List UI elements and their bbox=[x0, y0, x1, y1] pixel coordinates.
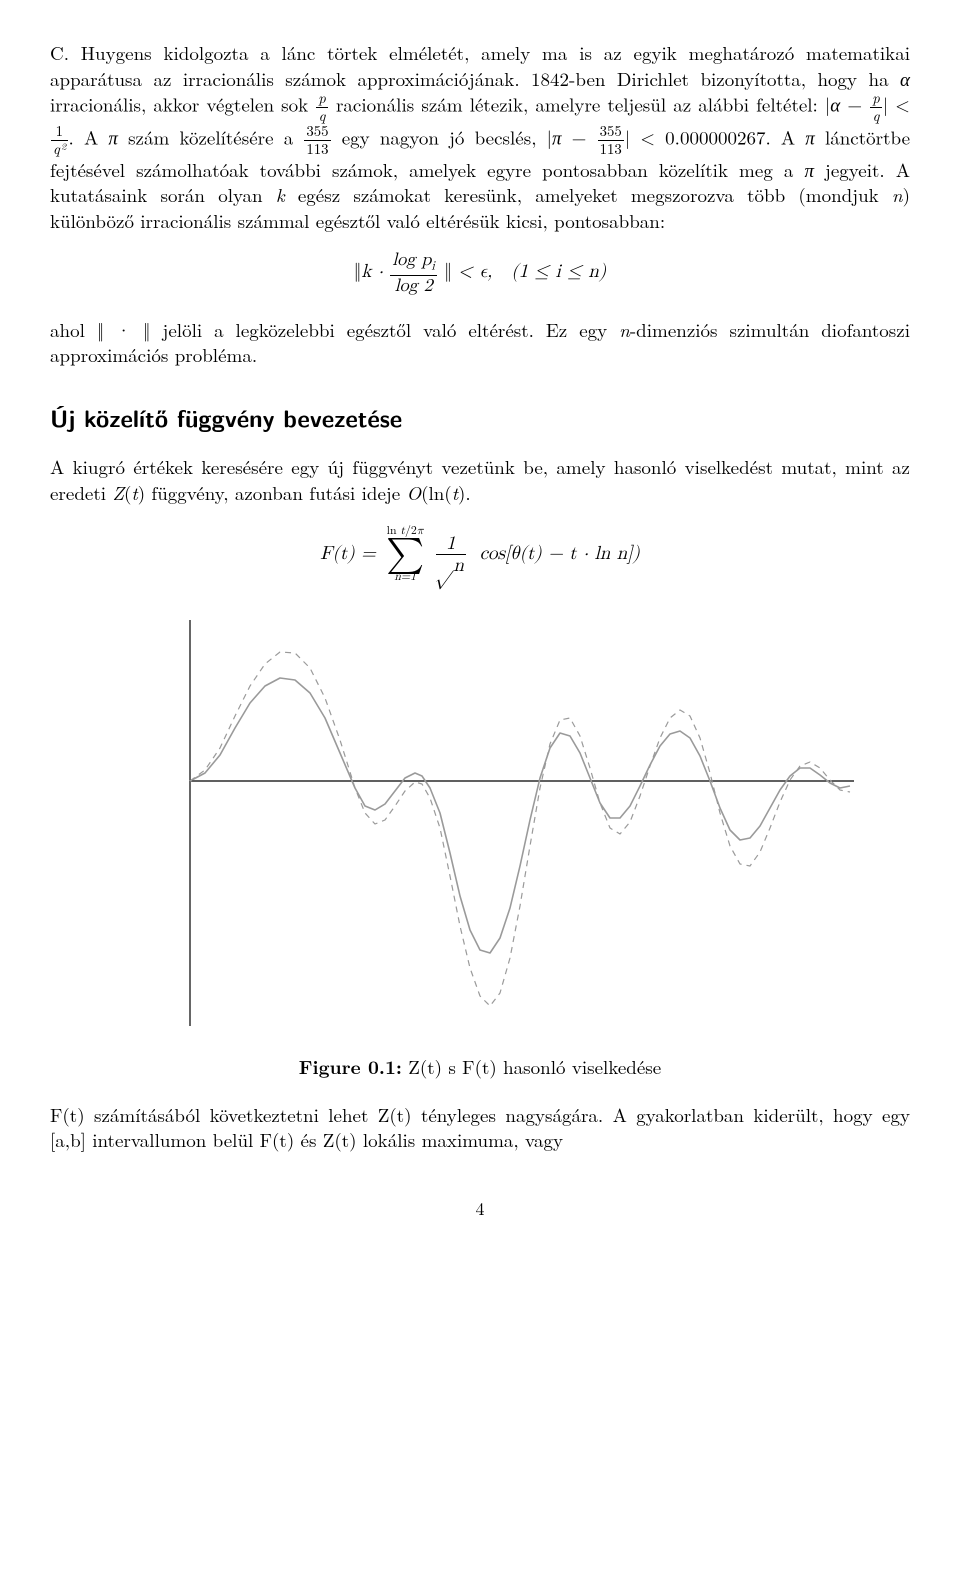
text: ). bbox=[458, 479, 471, 506]
figure-caption: Figure 0.1: Z(t) s F(t) hasonló viselked… bbox=[50, 1054, 910, 1080]
fraction-p-over-q: pq bbox=[316, 91, 328, 124]
O: O bbox=[406, 479, 421, 506]
text: − bbox=[840, 91, 869, 118]
alpha: α bbox=[900, 65, 910, 92]
paragraph-3: A kiugró értékek keresésére egy új függv… bbox=[50, 454, 910, 505]
text: C. Huygens kidolgozta a lánc törtek elmé… bbox=[50, 39, 910, 92]
fraction-1-over-qsq: 1q² bbox=[51, 124, 68, 157]
text: | < 0.000000267. A bbox=[625, 123, 805, 150]
text: egész számokat keresünk, amelyeket megsz… bbox=[285, 181, 892, 208]
paragraph-2: ahol ‖ · ‖ jelöli a legközelebbi egésztő… bbox=[50, 317, 910, 368]
figure-caption-text: Z(t) s F(t) hasonló viselkedése bbox=[402, 1053, 661, 1080]
page-number: 4 bbox=[50, 1197, 910, 1221]
figure-label: Figure 0.1: bbox=[299, 1052, 402, 1080]
text: szám közelítésére a bbox=[118, 123, 303, 150]
n: n bbox=[619, 316, 630, 343]
formula-norm-inequality: ‖k · log pi log 2 ‖ < ϵ, (1 ≤ i ≤ n) bbox=[50, 251, 910, 294]
text: − bbox=[561, 123, 596, 150]
Z: Z bbox=[112, 479, 124, 506]
section-heading: Új közelítő függvény bevezetése bbox=[50, 402, 910, 434]
pi: π bbox=[804, 156, 814, 183]
fraction-p-over-q: pq bbox=[870, 91, 882, 124]
paragraph-4: F(t) számításából következtetni lehet Z(… bbox=[50, 1102, 910, 1153]
text: | < bbox=[883, 91, 910, 118]
text: . A bbox=[69, 123, 109, 150]
text: egy nagyon jó becslés, | bbox=[332, 123, 552, 150]
fraction-355-113: 355113 bbox=[598, 124, 624, 157]
pi: π bbox=[108, 123, 118, 150]
figure-chart bbox=[50, 608, 910, 1038]
k: k bbox=[276, 181, 285, 208]
fraction-355-113: 355113 bbox=[304, 124, 330, 157]
text: racionális szám létezik, amelyre teljesü… bbox=[329, 91, 830, 118]
text: irracionális, akkor végtelen sok bbox=[50, 91, 315, 118]
wave-chart bbox=[100, 608, 860, 1038]
alpha: α bbox=[830, 91, 840, 118]
text: ahol ‖ · ‖ jelöli a legközelebbi egésztő… bbox=[50, 316, 619, 343]
text: ) függvény, azonban futási ideje bbox=[138, 479, 407, 506]
formula-F-definition: F(t) = ln t/2π ∑ n=1 1 √n cos[θ(t) − t ·… bbox=[50, 524, 910, 586]
pi: π bbox=[805, 123, 815, 150]
paragraph-1: C. Huygens kidolgozta a lánc törtek elmé… bbox=[50, 40, 910, 233]
n: n bbox=[892, 181, 903, 208]
text: (ln( bbox=[421, 479, 452, 506]
